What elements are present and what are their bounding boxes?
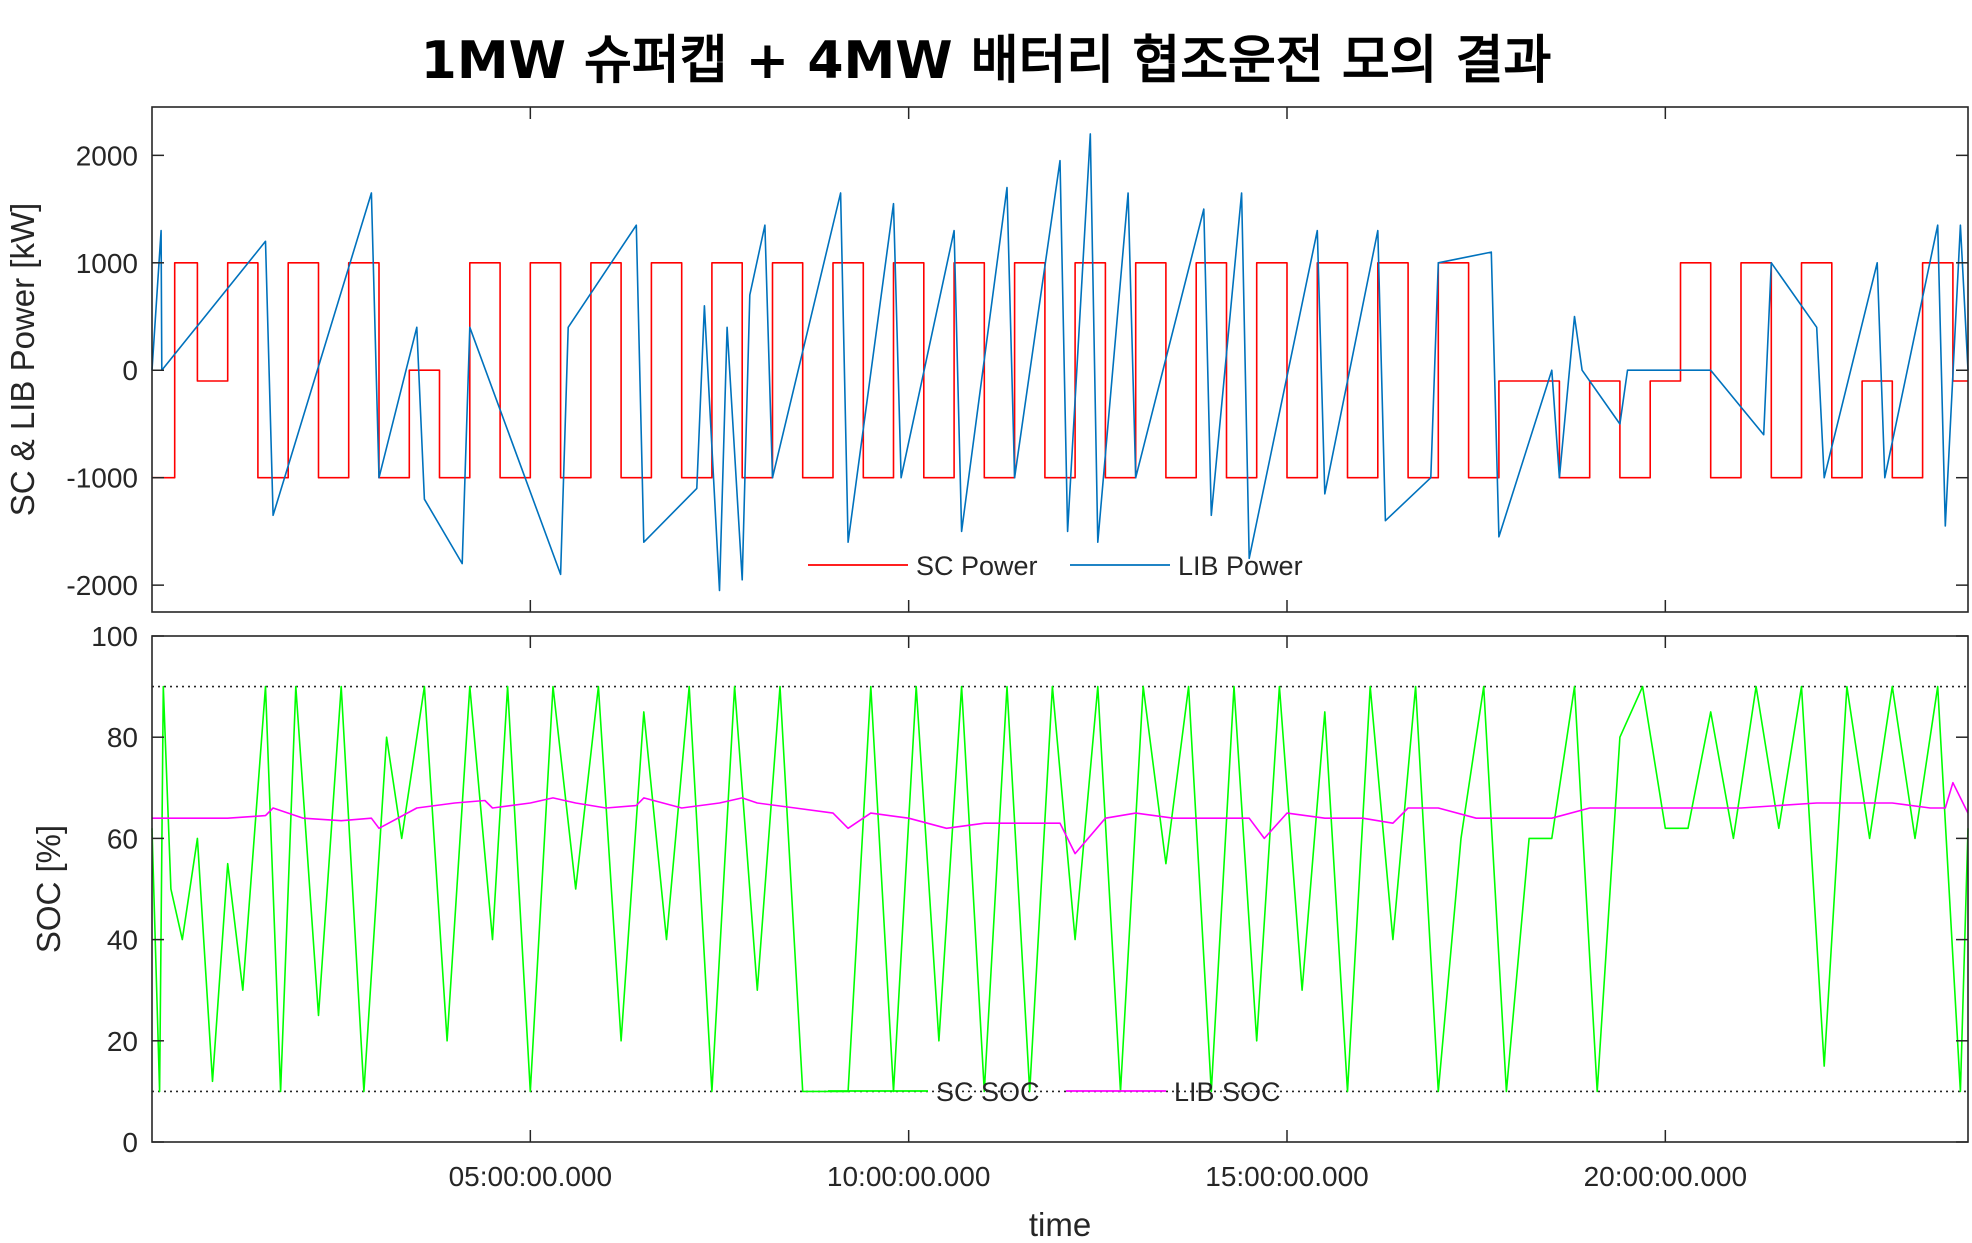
soc-y-axis-label: SOC [%] [30, 825, 67, 953]
soc-axes-frame [151, 635, 1969, 1143]
soc-series-group [151, 685, 1969, 1093]
series-line-sc-soc [151, 685, 1969, 1093]
power-axes: -2000 -1000 0 1000 2000 [66, 106, 1969, 613]
series-line-lib-soc [152, 781, 1969, 855]
soc-x-tick-label: 05:00:00.000 [449, 1161, 613, 1192]
power-y-tick-label: -2000 [66, 570, 138, 601]
power-y-axis-label: SC & LIB Power [kW] [4, 203, 41, 517]
series-line-lib-power [151, 133, 1969, 592]
series-line-sc-power [152, 261, 1968, 479]
soc-y-tick-label: 0 [122, 1127, 138, 1158]
power-y-tick-label: 0 [122, 355, 138, 386]
chart-title: 1MW 슈퍼캡 + 4MW 배터리 협조운전 모의 결과 [420, 31, 1552, 91]
power-legend: SC Power LIB Power [808, 551, 1303, 581]
soc-y-tick-label: 40 [107, 925, 138, 956]
soc-y-tick-label: 100 [91, 621, 138, 652]
legend-label-lib-soc: LIB SOC [1174, 1077, 1281, 1107]
soc-axes-background [152, 636, 1968, 1142]
power-y-tick-label: -1000 [66, 463, 138, 494]
soc-limit-lines [152, 685, 1968, 1093]
soc-legend: SC SOC LIB SOC [828, 1077, 1281, 1107]
power-series-group [151, 133, 1969, 592]
soc-x-tick-label: 10:00:00.000 [827, 1161, 991, 1192]
legend-label-lib-power: LIB Power [1178, 551, 1303, 581]
soc-y-tick-label: 20 [107, 1026, 138, 1057]
soc-x-tick-label: 20:00:00.000 [1584, 1161, 1748, 1192]
legend-label-sc-soc: SC SOC [936, 1077, 1040, 1107]
soc-y-tick-label: 80 [107, 722, 138, 753]
soc-panel: 0 20 40 60 80 100 05:00:00.000 10:00:00.000 15:0… [30, 621, 1969, 1243]
x-axis-label: time [1029, 1206, 1091, 1243]
soc-x-tick-label: 15:00:00.000 [1205, 1161, 1369, 1192]
power-axes-frame [151, 106, 1969, 613]
legend-label-sc-power: SC Power [916, 551, 1038, 581]
power-y-tick-label: 1000 [76, 248, 138, 279]
power-panel: -2000 -1000 0 1000 2000 SC Power LIB Power SC… [4, 106, 1969, 613]
soc-axes: 0 20 40 60 80 100 05:00:00.000 10:00:00.000 15:0… [91, 621, 1969, 1192]
soc-y-tick-label: 60 [107, 823, 138, 854]
power-y-tick-label: 2000 [76, 140, 138, 171]
